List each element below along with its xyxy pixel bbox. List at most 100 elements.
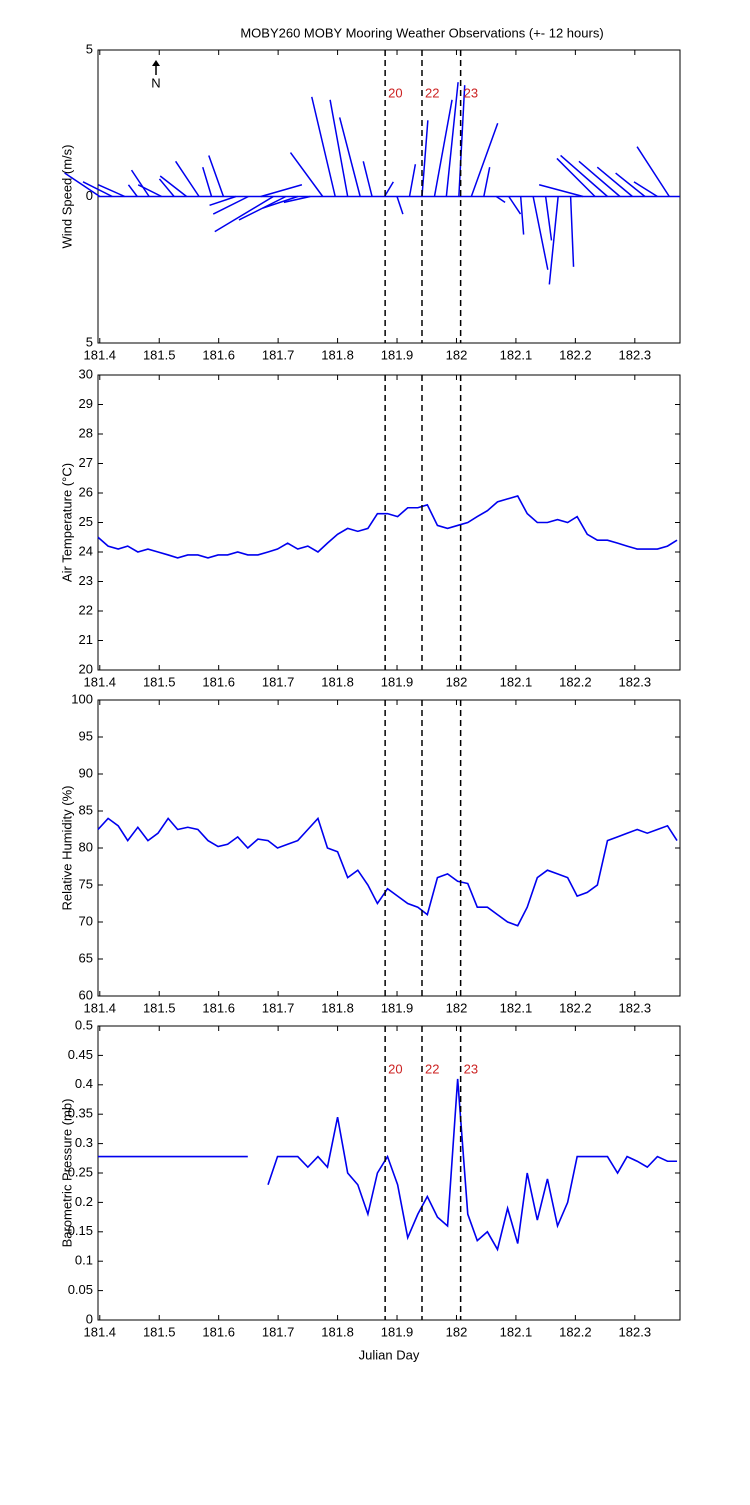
- x-tick-label: 181.4: [84, 674, 117, 689]
- north-label: N: [151, 75, 160, 90]
- wind-stick: [508, 196, 522, 215]
- chart-title: MOBY260 MOBY Mooring Weather Observation…: [240, 25, 603, 40]
- wind-stick: [158, 178, 175, 197]
- y-tick-label: 22: [79, 602, 93, 617]
- plot-area: [97, 1025, 681, 1321]
- x-tick-label: 182.1: [500, 347, 533, 362]
- wind-stick: [64, 172, 101, 198]
- wind-stick: [289, 152, 324, 197]
- panel: Barometric Pressure (mb) Julian Day 0 0.05 0…: [59, 1017, 681, 1362]
- x-tick-label: 181.8: [321, 347, 354, 362]
- x-tick-label: 182: [446, 1000, 468, 1015]
- x-tick-label: 182.1: [500, 674, 533, 689]
- wind-stick: [633, 181, 658, 198]
- y-tick-label: 0.2: [75, 1194, 93, 1209]
- x-tick-label: 181.5: [143, 674, 176, 689]
- wind-stick: [174, 160, 200, 197]
- x-tick-label: 181.4: [84, 1324, 117, 1339]
- x-tick-label: 181.5: [143, 347, 176, 362]
- x-axis-label: Julian Day: [359, 1347, 420, 1362]
- y-tick-label: 28: [79, 425, 93, 440]
- data-line: [97, 495, 678, 559]
- wind-stick: [578, 160, 621, 198]
- x-tick-label: 182.3: [619, 1324, 652, 1339]
- y-axis-label: Air Temperature (°C): [59, 463, 74, 582]
- wind-stick: [212, 195, 249, 215]
- y-tick-label: 70: [79, 913, 93, 928]
- y-tick-label: 0.15: [68, 1223, 93, 1238]
- y-tick-label: 60: [79, 987, 93, 1002]
- wind-stick: [433, 99, 453, 197]
- wind-stick: [569, 196, 575, 267]
- wind-stick: [159, 175, 188, 198]
- panel: Air Temperature (°C) 20 21 22 23 24 25 26 27 28 29…: [59, 366, 681, 689]
- event-label: 22: [425, 1061, 439, 1076]
- event-label: 22: [425, 85, 439, 100]
- wind-stick: [209, 195, 237, 207]
- x-tick-label: 181.8: [321, 1000, 354, 1015]
- data-line: [98, 1078, 678, 1252]
- wind-stick: [283, 195, 311, 204]
- x-tick-label: 181.8: [321, 1324, 354, 1339]
- wind-stick: [127, 184, 138, 197]
- x-tick-label: 182.2: [559, 1000, 592, 1015]
- x-tick-label: 182.2: [559, 674, 592, 689]
- y-tick-label: 95: [79, 728, 93, 743]
- y-tick-label: 24: [79, 543, 93, 558]
- plot-area: [97, 699, 681, 997]
- y-tick-label: 0.3: [75, 1135, 93, 1150]
- x-tick-label: 181.9: [381, 1324, 414, 1339]
- y-tick-label: 26: [79, 484, 93, 499]
- x-tick-label: 181.9: [381, 674, 414, 689]
- x-tick-label: 181.7: [262, 347, 295, 362]
- y-tick-label: 0.5: [75, 1017, 93, 1032]
- x-tick-label: 181.6: [202, 347, 235, 362]
- wind-stick: [544, 196, 553, 241]
- wind-stick: [532, 196, 549, 270]
- panel: MOBY260 MOBY Mooring Weather Observation…: [59, 25, 681, 362]
- x-tick-label: 182.3: [619, 1000, 652, 1015]
- wind-stick: [548, 196, 559, 285]
- x-tick-label: 181.7: [262, 1324, 295, 1339]
- y-tick-label: 23: [79, 573, 93, 588]
- event-label: 23: [464, 85, 478, 100]
- x-tick-label: 181.4: [84, 1000, 117, 1015]
- wind-stick: [458, 85, 466, 197]
- wind-stick: [383, 181, 394, 197]
- x-tick-label: 181.8: [321, 674, 354, 689]
- wind-stick: [238, 195, 287, 221]
- x-tick-label: 182: [446, 347, 468, 362]
- wind-stick: [519, 196, 525, 235]
- wind-stick: [311, 96, 336, 197]
- north-arrow-head: [152, 60, 160, 66]
- plot-area: [97, 374, 681, 671]
- y-tick-label: 0: [86, 1311, 93, 1326]
- wind-stick: [408, 164, 417, 197]
- y-tick-label: 80: [79, 839, 93, 854]
- y-tick-label: 75: [79, 876, 93, 891]
- wind-stick: [495, 195, 506, 203]
- y-tick-label: 65: [79, 950, 93, 965]
- wind-stick: [202, 166, 213, 197]
- wind-stick: [421, 120, 429, 197]
- wind-stick: [262, 195, 298, 209]
- x-tick-label: 181.7: [262, 674, 295, 689]
- wind-stick: [130, 169, 150, 197]
- wind-stick: [470, 122, 499, 197]
- x-tick-label: 181.6: [202, 1000, 235, 1015]
- x-tick-label: 181.9: [381, 347, 414, 362]
- x-tick-label: 181.5: [143, 1000, 176, 1015]
- y-tick-label: 27: [79, 455, 93, 470]
- event-label: 20: [388, 1061, 402, 1076]
- y-tick-label: 21: [79, 632, 93, 647]
- event-label: 23: [464, 1061, 478, 1076]
- x-tick-label: 182.2: [559, 347, 592, 362]
- wind-stick: [137, 184, 162, 198]
- y-axis-label: Wind Speed (m/s): [59, 144, 74, 248]
- x-tick-label: 181.9: [381, 1000, 414, 1015]
- wind-stick: [214, 195, 274, 233]
- y-tick-label: 25: [79, 514, 93, 529]
- y-tick-label: 0.25: [68, 1164, 93, 1179]
